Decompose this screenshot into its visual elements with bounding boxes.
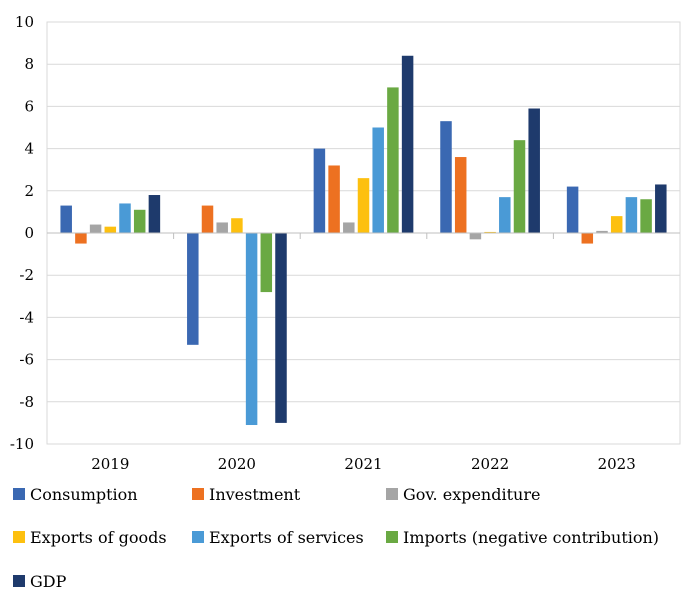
y-tick-label: -8 [19, 393, 34, 411]
legend-swatch [13, 488, 25, 500]
y-tick-label: -6 [19, 351, 34, 369]
legend-label: GDP [30, 572, 67, 591]
legend-swatch [192, 531, 204, 543]
legend-swatch [386, 488, 398, 500]
bar [625, 197, 638, 233]
bar [133, 209, 146, 233]
y-tick-label: 4 [24, 140, 34, 158]
bar [596, 230, 608, 233]
bar [484, 231, 496, 233]
bar [566, 186, 579, 233]
bar [372, 127, 384, 233]
bar [387, 87, 399, 233]
y-tick-label: 10 [15, 13, 34, 31]
bar [89, 224, 102, 233]
y-tick-label: -10 [10, 435, 34, 453]
bars [60, 55, 667, 426]
bar [640, 199, 652, 233]
legend-label: Exports of goods [30, 528, 167, 547]
legend: Consumption Investment Gov. expenditure Exp… [13, 485, 659, 591]
legend-label: Gov. expenditure [403, 485, 540, 504]
bar [60, 205, 72, 233]
x-tick-label: 2019 [91, 455, 129, 473]
y-tick-label: 6 [24, 97, 34, 115]
bar [75, 233, 87, 244]
bar [343, 222, 355, 233]
legend-swatch [13, 531, 25, 543]
bar [610, 216, 623, 233]
bar [357, 178, 370, 233]
bar [469, 233, 482, 240]
x-tick-label: 2021 [344, 455, 382, 473]
bar [513, 140, 526, 233]
bar [440, 121, 452, 233]
axes: 10 8 6 4 2 0 -2 -4 -6 -8 -10 2019 2020 2021 2022 2023 [10, 13, 680, 473]
bar [148, 195, 161, 233]
y-tick-label: 2 [24, 182, 34, 200]
y-tick-label: -2 [19, 266, 34, 284]
bar [328, 165, 340, 233]
grid-lines [46, 21, 681, 445]
bar [260, 233, 273, 293]
legend-swatch [192, 488, 204, 500]
legend-swatch [386, 531, 398, 543]
x-tick-label: 2023 [598, 455, 636, 473]
bar [275, 233, 287, 423]
bar [201, 205, 214, 233]
x-tick-label: 2022 [471, 455, 509, 473]
x-tick-label: 2020 [218, 455, 256, 473]
bar [401, 55, 414, 234]
bar [245, 233, 258, 426]
bar [187, 233, 199, 345]
bar [104, 226, 117, 233]
y-tick-label: 0 [24, 224, 34, 242]
legend-label: Exports of services [209, 528, 364, 547]
legend-label: Imports (negative contribution) [403, 528, 659, 547]
bar [216, 222, 228, 233]
bar [655, 184, 667, 233]
bar [454, 157, 467, 233]
y-tick-label: 8 [24, 55, 34, 73]
legend-label: Investment [209, 485, 301, 504]
bar [499, 197, 511, 233]
bar [528, 108, 540, 233]
legend-swatch [13, 575, 25, 587]
legend-label: Consumption [30, 485, 138, 504]
y-tick-label: -4 [19, 308, 34, 326]
bar [231, 218, 243, 233]
bar [581, 233, 594, 244]
bar [119, 203, 131, 233]
bar [313, 148, 326, 233]
